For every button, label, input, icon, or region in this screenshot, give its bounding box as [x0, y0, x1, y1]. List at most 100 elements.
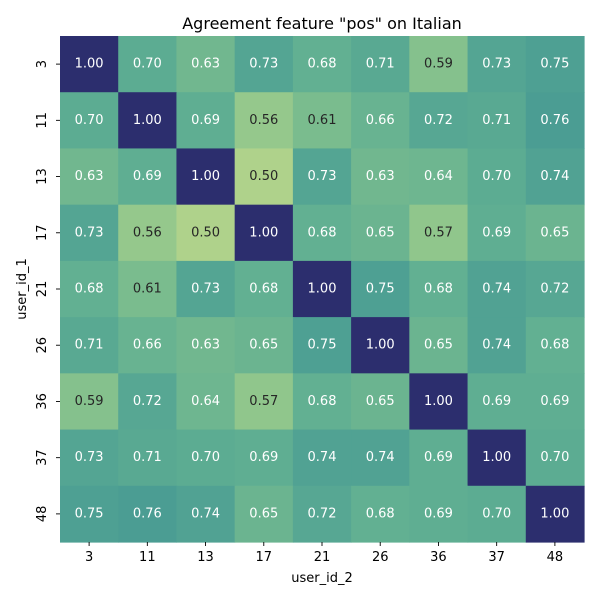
heatmap-cell	[351, 204, 410, 262]
cell-value-label: 0.71	[75, 338, 104, 353]
cell-value-label: 0.74	[482, 338, 511, 353]
heatmap-cell	[525, 204, 585, 262]
heatmap-cell	[60, 485, 119, 543]
cell-value-label: 0.69	[191, 113, 220, 128]
cell-value-label: 1.00	[308, 282, 337, 297]
heatmap-cell	[292, 204, 352, 262]
heatmap-cell	[409, 148, 469, 206]
cell-value-label: 0.68	[424, 282, 453, 297]
heatmap-cell	[525, 429, 585, 487]
heatmap-cell	[351, 429, 410, 487]
heatmap-cell	[118, 148, 178, 206]
heatmap-cell	[525, 317, 585, 374]
x-tick-label: 26	[372, 550, 389, 565]
heatmap-cell	[176, 485, 236, 543]
heatmap-cell	[234, 148, 294, 206]
y-tick-label: 3	[35, 60, 50, 68]
cell-value-label: 0.59	[424, 57, 453, 72]
cell-value-label: 0.70	[482, 506, 511, 521]
heatmap-cell	[409, 317, 469, 374]
cell-value-label: 0.74	[482, 282, 511, 297]
cell-value-label: 0.65	[249, 506, 278, 521]
cell-value-label: 1.00	[424, 394, 453, 409]
heatmap-cell	[176, 317, 236, 374]
cell-value-label: 0.69	[249, 450, 278, 465]
heatmap-cell	[467, 317, 527, 374]
cell-value-label: 0.71	[366, 57, 395, 72]
cell-value-label: 0.69	[424, 506, 453, 521]
heatmap-cell	[351, 485, 410, 543]
cell-value-label: 0.70	[191, 450, 220, 465]
cell-value-label: 0.74	[540, 169, 569, 184]
heatmap-cell	[292, 92, 352, 150]
heatmap-cell	[351, 148, 410, 206]
cell-value-label: 0.65	[249, 338, 278, 353]
y-tick-label: 37	[35, 449, 50, 466]
heatmap-cell	[467, 148, 527, 206]
cell-value-label: 0.73	[249, 57, 278, 72]
heatmap-cell	[292, 36, 352, 93]
y-tick-label: 48	[35, 506, 50, 523]
heatmap-cell	[118, 204, 178, 262]
heatmap-cell	[409, 204, 469, 262]
cell-value-label: 0.68	[366, 506, 395, 521]
cell-value-label: 0.65	[366, 394, 395, 409]
y-axis-label: user_id_1	[15, 258, 30, 320]
heatmap-cell	[292, 317, 352, 374]
heatmap-cell	[525, 36, 585, 93]
y-axis-ticks: 3 11 13 17 21 26 36 37 48	[35, 60, 60, 522]
heatmap-cell	[409, 429, 469, 487]
cell-value-label: 0.75	[540, 57, 569, 72]
cell-value-label: 0.72	[133, 394, 162, 409]
cell-value-label: 0.70	[540, 450, 569, 465]
heatmap-cell	[467, 260, 527, 318]
cell-value-label: 0.50	[249, 169, 278, 184]
x-tick-label: 13	[197, 550, 214, 565]
cell-value-label: 0.75	[308, 338, 337, 353]
heatmap-cells	[60, 36, 585, 543]
cell-value-label: 0.64	[424, 169, 453, 184]
chart-title: Agreement feature "pos" on Italian	[182, 14, 462, 33]
heatmap-cell	[409, 260, 469, 318]
y-tick-label: 17	[35, 225, 50, 242]
cell-value-label: 1.00	[133, 113, 162, 128]
cell-value-label: 1.00	[540, 506, 569, 521]
cell-value-label: 0.75	[75, 506, 104, 521]
cell-value-label: 0.57	[424, 225, 453, 240]
cell-value-label: 0.71	[482, 113, 511, 128]
cell-value-label: 0.72	[540, 282, 569, 297]
cell-value-label: 0.63	[191, 57, 220, 72]
heatmap-cell	[176, 148, 236, 206]
cell-value-label: 0.65	[540, 225, 569, 240]
heatmap-cell	[60, 429, 119, 487]
heatmap-cell	[234, 36, 294, 93]
heatmap-cell	[292, 485, 352, 543]
y-tick-label: 36	[35, 393, 50, 410]
cell-value-label: 1.00	[191, 169, 220, 184]
cell-value-label: 0.68	[249, 282, 278, 297]
cell-value-label: 0.76	[540, 113, 569, 128]
cell-value-label: 1.00	[366, 338, 395, 353]
x-tick-label: 36	[430, 550, 447, 565]
cell-value-label: 0.68	[308, 225, 337, 240]
y-tick-label: 26	[35, 337, 50, 354]
cell-value-label: 0.76	[133, 506, 162, 521]
x-tick-label: 37	[488, 550, 505, 565]
heatmap-cell	[176, 92, 236, 150]
cell-value-label: 0.50	[191, 225, 220, 240]
heatmap-cell	[176, 429, 236, 487]
cell-value-label: 0.73	[191, 282, 220, 297]
heatmap-cell	[60, 317, 119, 374]
heatmap-cell	[467, 36, 527, 93]
heatmap-cell	[234, 260, 294, 318]
x-tick-label: 48	[547, 550, 564, 565]
heatmap-cell	[234, 317, 294, 374]
heatmap-cell	[118, 485, 178, 543]
x-tick-label: 11	[139, 550, 156, 565]
heatmap-cell	[118, 373, 178, 431]
cell-value-label: 0.71	[133, 450, 162, 465]
cell-value-label: 1.00	[75, 57, 104, 72]
x-tick-label: 17	[256, 550, 273, 565]
